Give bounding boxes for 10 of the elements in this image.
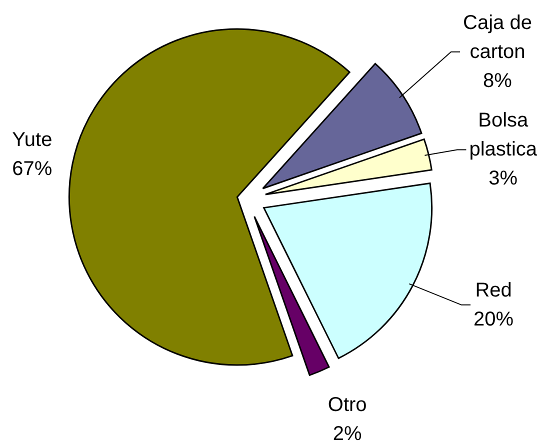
slice-label: Caja de carton (463, 12, 532, 63)
data-label: 67% (12, 158, 52, 180)
data-label: 8% (483, 70, 512, 92)
slice-label: Bolsa plastica (469, 110, 538, 161)
data-label: 20% (474, 308, 514, 330)
data-label: 3% (488, 168, 518, 190)
slice-label: Otro (328, 394, 367, 416)
data-label: 2% (332, 422, 362, 445)
legend-label: Red (475, 279, 512, 302)
slice-label: Yute (12, 128, 52, 151)
